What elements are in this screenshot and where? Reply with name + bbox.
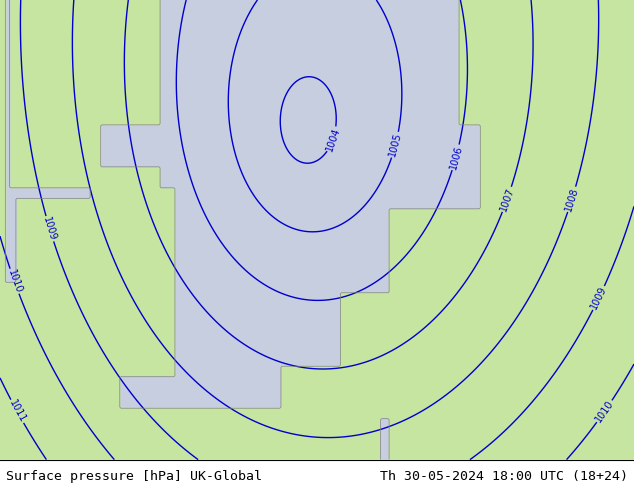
Text: 1004: 1004	[324, 126, 342, 152]
Text: Surface pressure [hPa] UK-Global: Surface pressure [hPa] UK-Global	[6, 470, 262, 483]
Text: Th 30-05-2024 18:00 UTC (18+24): Th 30-05-2024 18:00 UTC (18+24)	[380, 470, 628, 483]
Text: 1011: 1011	[7, 398, 27, 424]
Text: 1006: 1006	[448, 144, 464, 171]
Text: 1010: 1010	[6, 268, 23, 294]
Text: 1007: 1007	[498, 186, 516, 213]
Text: 1009: 1009	[589, 285, 609, 311]
Text: 1009: 1009	[41, 216, 58, 242]
Text: 1010: 1010	[593, 398, 616, 424]
Text: 1008: 1008	[564, 186, 580, 213]
Text: 1005: 1005	[387, 132, 403, 158]
